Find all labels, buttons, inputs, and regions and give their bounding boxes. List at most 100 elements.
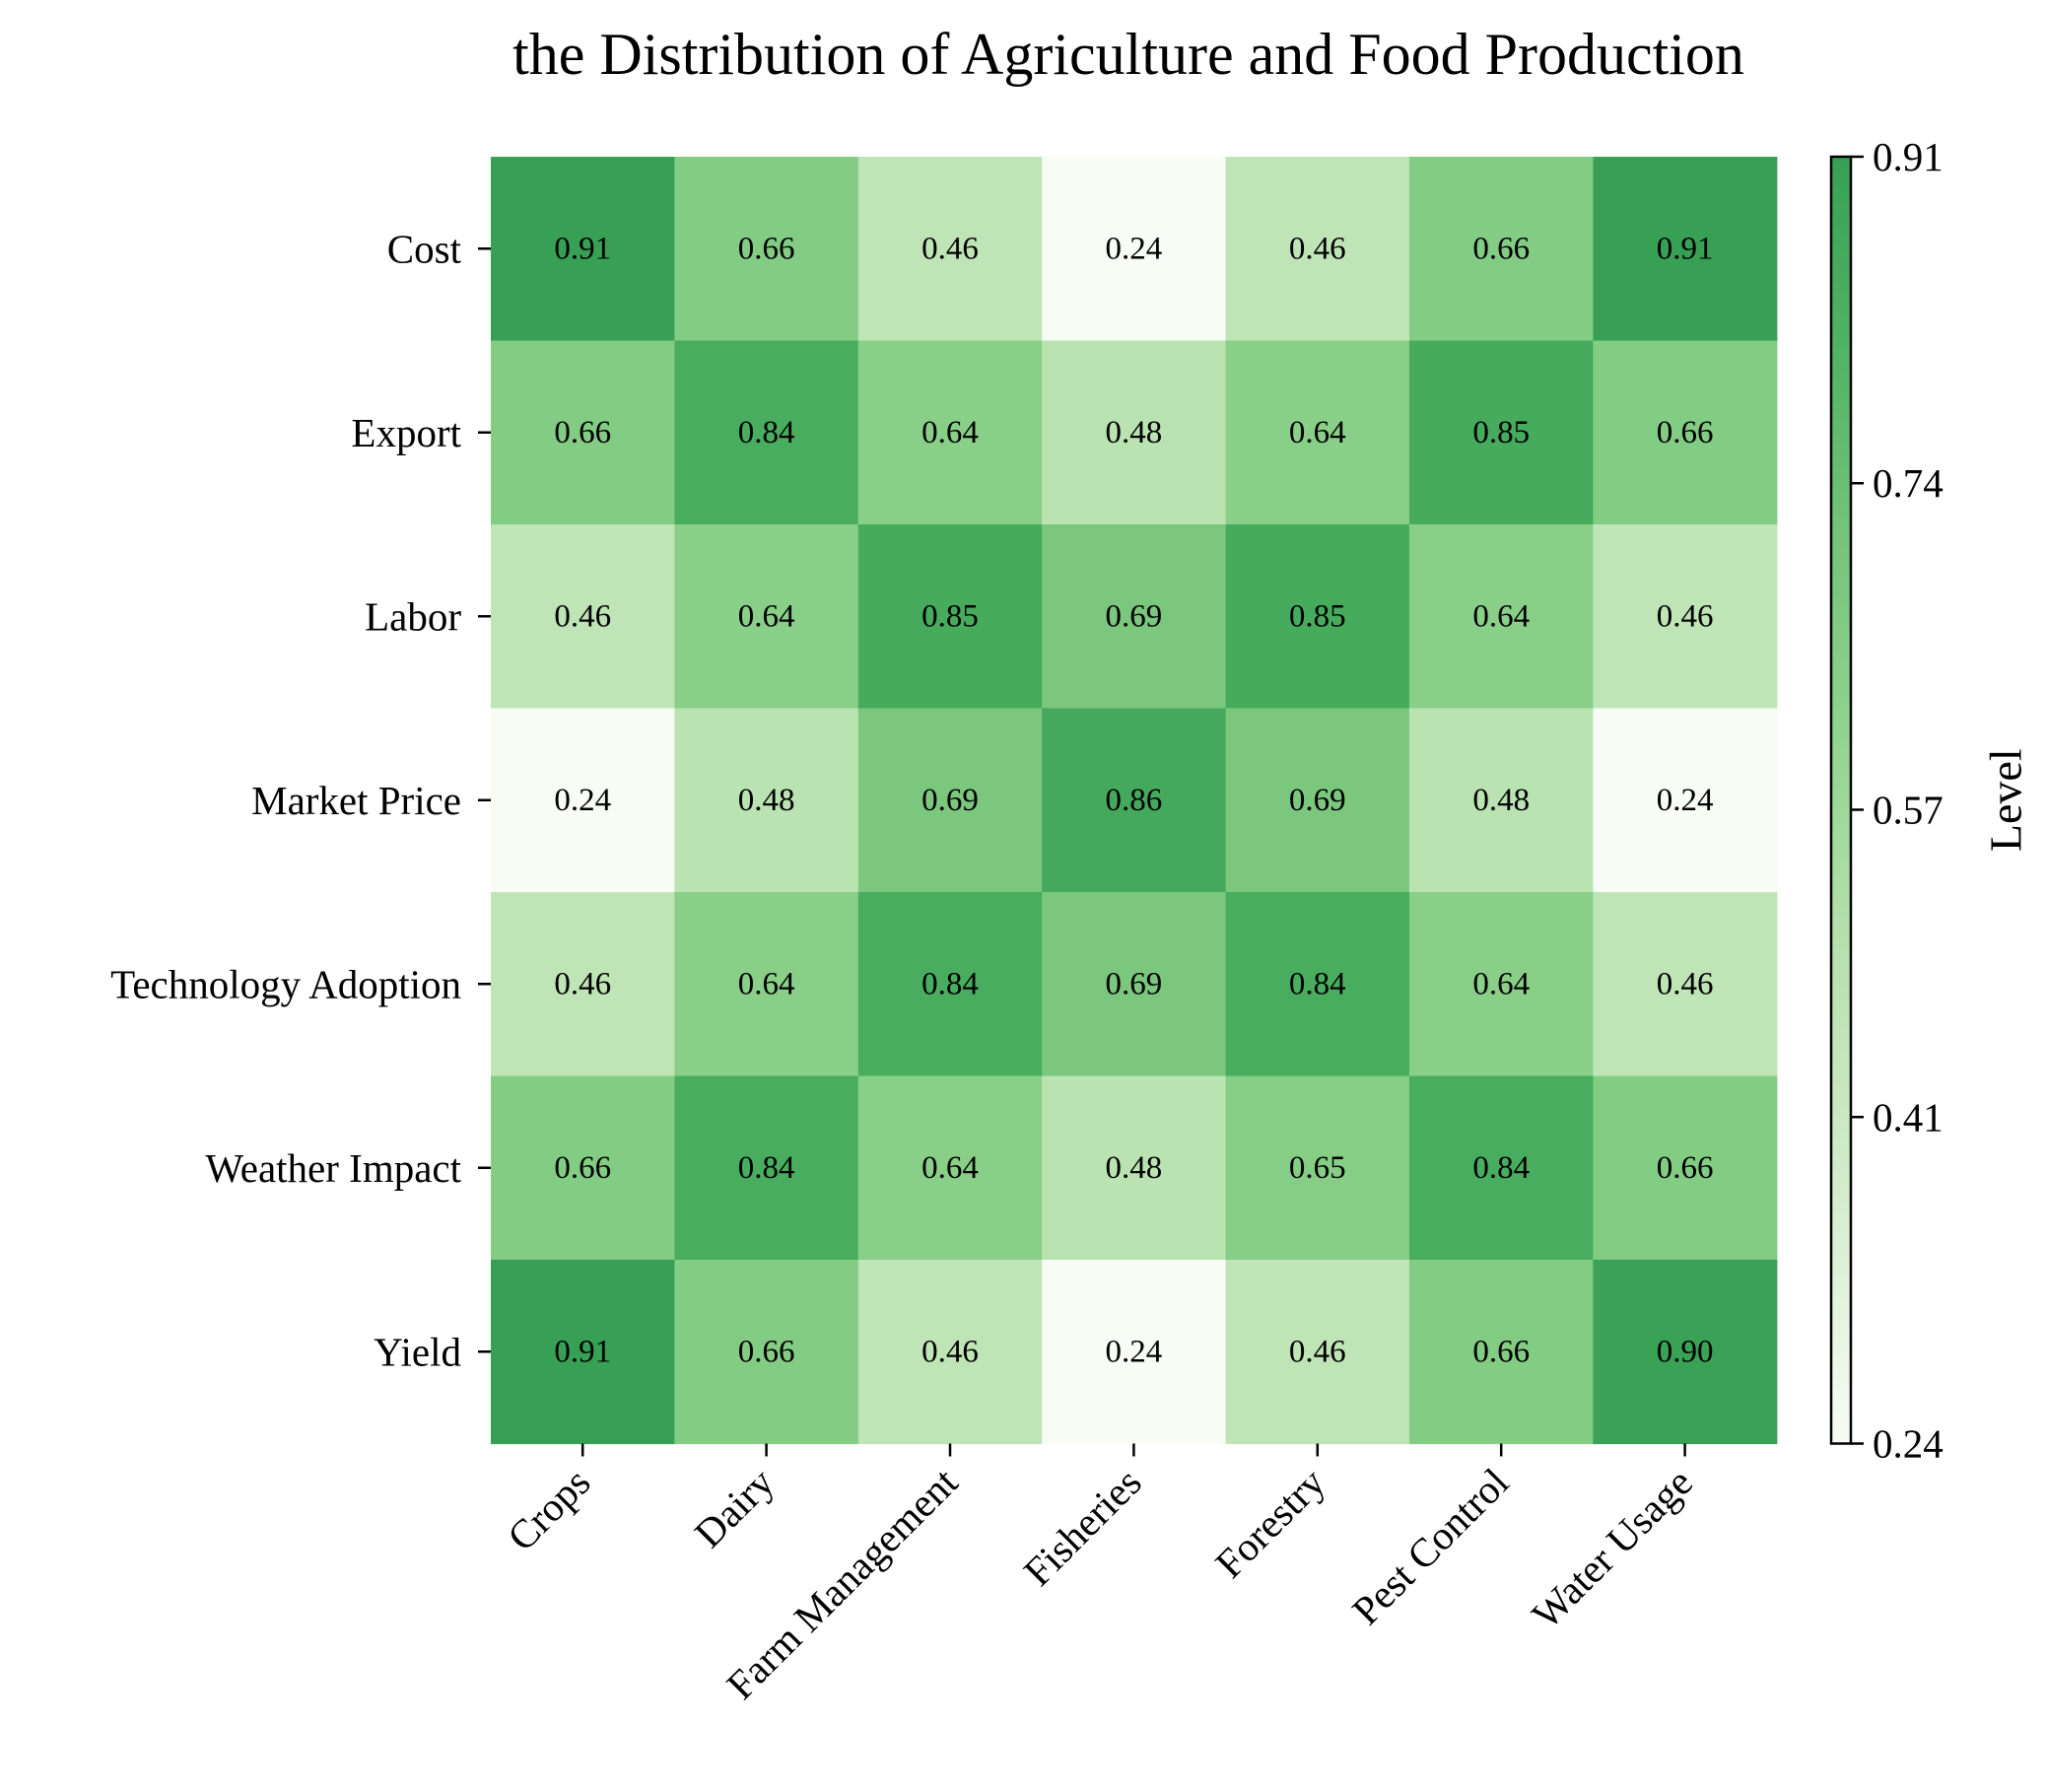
cell-value-label: 0.84 [1289, 966, 1346, 1001]
colorbar-tick-label: 0.41 [1873, 1094, 1944, 1139]
y-tick-label: Market Price [251, 778, 461, 823]
heatmap-cell [1225, 157, 1410, 342]
heatmap-cell [1225, 340, 1410, 525]
cell-value-label: 0.46 [1657, 598, 1714, 634]
x-tick-label: Dairy [685, 1459, 783, 1556]
cell-value-label: 0.65 [1289, 1150, 1346, 1186]
cell-value-label: 0.46 [1289, 1334, 1346, 1369]
cell-value-label: 0.46 [554, 598, 611, 634]
heatmap-cell [491, 1075, 675, 1261]
heatmap-cell [1225, 1075, 1410, 1261]
cell-value-label: 0.85 [1472, 415, 1530, 450]
cell-value-label: 0.85 [1289, 598, 1346, 634]
cell-value-label: 0.91 [554, 1334, 611, 1369]
cell-value-label: 0.64 [738, 966, 795, 1001]
heatmap-cell [491, 524, 675, 710]
cell-value-label: 0.64 [921, 415, 979, 450]
cell-value-label: 0.66 [554, 415, 611, 450]
heatmap-cell [674, 1075, 859, 1261]
heatmap-cell [857, 524, 1043, 710]
cell-value-label: 0.46 [921, 231, 979, 266]
cell-value-label: 0.66 [554, 1150, 611, 1186]
y-axis: Cost Export Labor Market Price Technology Ad… [110, 226, 491, 1374]
cell-value-label: 0.46 [921, 1334, 979, 1369]
heatmap-cells [491, 157, 1778, 1445]
heatmap-cell [857, 1075, 1043, 1261]
cell-value-label: 0.86 [1106, 783, 1163, 818]
cell-value-label: 0.48 [1106, 415, 1163, 450]
colorbar-label: Level [1981, 748, 2031, 852]
cell-value-label: 0.91 [554, 231, 611, 266]
colorbar-tick-label: 0.57 [1873, 787, 1944, 832]
heatmap-cell [1042, 1075, 1227, 1261]
heatmap-cell [857, 340, 1043, 525]
heatmap-cell [1593, 892, 1778, 1077]
y-tick-label: Weather Impact [205, 1145, 461, 1191]
cell-value-label: 0.69 [921, 783, 979, 818]
heatmap-cell [1593, 1075, 1778, 1261]
heatmap-cell [674, 708, 859, 893]
chart-title: the Distribution of Agriculture and Food… [512, 22, 1744, 87]
cell-value-label: 0.46 [554, 966, 611, 1001]
heatmap-cell [1593, 708, 1778, 893]
heatmap-cell [1042, 708, 1227, 893]
heatmap-cell [1225, 524, 1410, 710]
heatmap-cell [491, 708, 675, 893]
cell-value-label: 0.24 [1657, 783, 1714, 818]
heatmap-cell [1593, 157, 1778, 342]
cell-value-label: 0.90 [1657, 1334, 1714, 1369]
cell-value-label: 0.66 [738, 1334, 795, 1369]
colorbar-ticks: 0.24 0.41 0.57 0.74 0.91 [1851, 134, 1944, 1467]
cell-value-label: 0.48 [1472, 783, 1530, 818]
cell-value-label: 0.84 [921, 966, 979, 1001]
cell-value-label: 0.66 [1657, 415, 1714, 450]
heatmap-cell [1042, 340, 1227, 525]
cell-value-label: 0.64 [921, 1150, 979, 1186]
cell-value-label: 0.69 [1106, 598, 1163, 634]
heatmap-cell [491, 1260, 675, 1445]
heatmap-cell [1042, 524, 1227, 710]
colorbar-tick-label: 0.74 [1873, 460, 1944, 506]
x-tick-label: Forestry [1206, 1459, 1334, 1587]
heatmap-cell [491, 157, 675, 342]
y-tick-label: Cost [387, 226, 462, 271]
x-tick-label: Fisheries [1015, 1459, 1150, 1594]
y-tick-label: Export [351, 410, 461, 455]
cell-value-label: 0.46 [1289, 231, 1346, 266]
cell-value-label: 0.84 [1472, 1150, 1530, 1186]
heatmap-cell [1409, 1260, 1594, 1445]
heatmap-cell [857, 892, 1043, 1077]
heatmap-cell [674, 1260, 859, 1445]
heatmap-cell [674, 524, 859, 710]
cell-value-label: 0.69 [1289, 783, 1346, 818]
heatmap-cell [857, 708, 1043, 893]
cell-value-label: 0.66 [1472, 1334, 1530, 1369]
y-tick-label: Yield [374, 1329, 461, 1374]
heatmap-cell [674, 340, 859, 525]
heatmap-cell [1225, 708, 1410, 893]
heatmap-cell [1409, 524, 1594, 710]
cell-value-label: 0.64 [1472, 966, 1530, 1001]
heatmap-cell-labels: 0.91 0.66 0.46 0.24 0.46 0.66 0.91 0.66 0.84 0.64… [554, 231, 1713, 1369]
heatmap-cell [1225, 892, 1410, 1077]
cell-value-label: 0.91 [1657, 231, 1714, 266]
heatmap-cell [1593, 524, 1778, 710]
cell-value-label: 0.66 [738, 231, 795, 266]
cell-value-label: 0.46 [1657, 966, 1714, 1001]
cell-value-label: 0.24 [1106, 1334, 1163, 1369]
y-tick-label: Labor [365, 593, 461, 639]
heatmap-cell [1593, 340, 1778, 525]
x-tick-label: Pest Control [1343, 1459, 1518, 1633]
heatmap-cell [1593, 1260, 1778, 1445]
heatmap-cell [1042, 1260, 1227, 1445]
heatmap-cell [857, 157, 1043, 342]
x-tick-label: Water Usage [1523, 1459, 1701, 1637]
heatmap-cell [1042, 892, 1227, 1077]
colorbar-tick-label: 0.24 [1873, 1421, 1944, 1467]
cell-value-label: 0.69 [1106, 966, 1163, 1001]
heatmap-cell [491, 892, 675, 1077]
x-tick-label: Crops [499, 1459, 599, 1559]
